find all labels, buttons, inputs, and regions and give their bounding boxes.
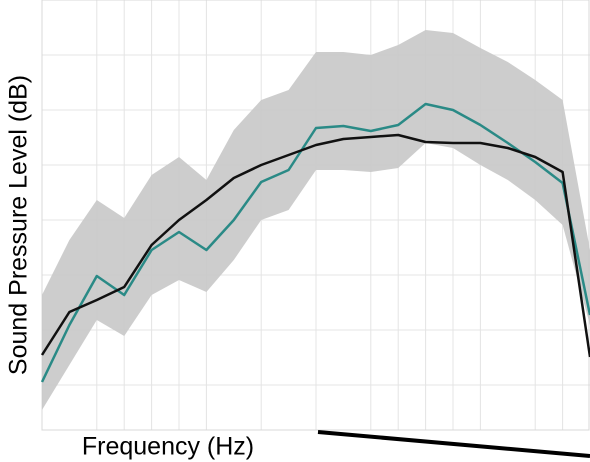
plot-area: [40, 0, 590, 431]
data-line: [40, 133, 590, 358]
y-axis-label: Sound Pressure Level (dB): [5, 75, 33, 375]
x-axis-label: Frequency (Hz): [82, 433, 254, 461]
range-band: [42, 30, 590, 410]
plot-border: [41, 0, 590, 431]
data-line: [40, 102, 590, 383]
decoration-line: [317, 430, 590, 458]
